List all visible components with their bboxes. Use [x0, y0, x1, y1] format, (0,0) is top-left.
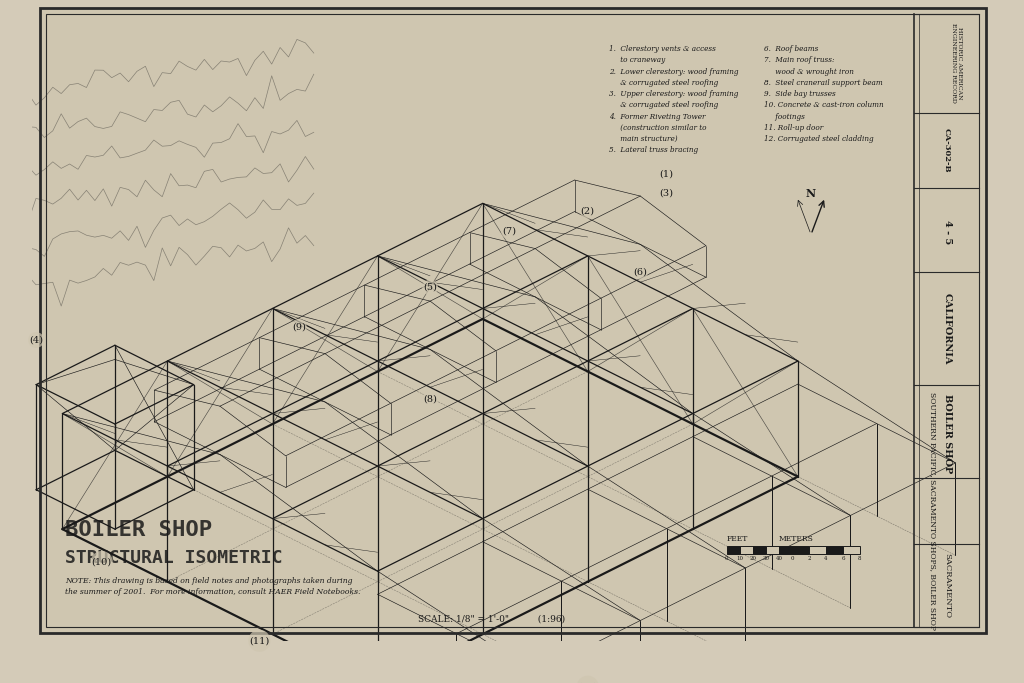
Text: 0: 0 [725, 557, 728, 561]
Text: (3): (3) [659, 189, 674, 198]
Text: 4: 4 [824, 557, 827, 561]
Bar [779, 546, 793, 553]
Text: (12): (12) [578, 682, 598, 683]
Text: 20: 20 [750, 557, 757, 561]
Text: main structure): main structure) [609, 135, 678, 143]
Text: BOILER SHOP: BOILER SHOP [66, 520, 212, 540]
Text: (8): (8) [423, 394, 437, 404]
Text: 0: 0 [791, 557, 794, 561]
Text: (construction similar to: (construction similar to [609, 124, 707, 132]
Text: FEET: FEET [727, 535, 748, 544]
Bar [766, 546, 779, 553]
Text: (10): (10) [92, 557, 112, 566]
Bar [809, 546, 826, 553]
Bar [727, 546, 739, 553]
Text: 8: 8 [858, 557, 861, 561]
Bar [753, 546, 766, 553]
Text: SCALE: 1/8" = 1'-0"          (1:96): SCALE: 1/8" = 1'-0" (1:96) [419, 615, 565, 624]
Text: N: N [806, 188, 816, 199]
Text: 5.  Lateral truss bracing: 5. Lateral truss bracing [609, 146, 698, 154]
Text: 7.  Main roof truss:: 7. Main roof truss: [764, 56, 835, 64]
Text: 40: 40 [775, 557, 782, 561]
Text: METERS: METERS [778, 535, 813, 544]
Bar [739, 546, 753, 553]
Text: 30: 30 [763, 557, 769, 561]
Text: (9): (9) [292, 322, 306, 331]
Text: 8.  Steel cranerail support beam: 8. Steel cranerail support beam [764, 79, 883, 87]
Bar [793, 546, 809, 553]
Text: wood & wrought iron: wood & wrought iron [764, 68, 854, 76]
Text: 2.  Lower clerestory: wood framing: 2. Lower clerestory: wood framing [609, 68, 738, 76]
Text: 12. Corrugated steel cladding: 12. Corrugated steel cladding [764, 135, 873, 143]
Text: SACRAMENTO: SACRAMENTO [943, 553, 951, 618]
Text: 6: 6 [841, 557, 845, 561]
Text: & corrugated steel roofing: & corrugated steel roofing [609, 101, 719, 109]
Text: (5): (5) [423, 283, 437, 292]
Text: to craneway: to craneway [609, 56, 666, 64]
Text: 6.  Roof beams: 6. Roof beams [764, 45, 818, 53]
Text: 10. Concrete & cast-iron column: 10. Concrete & cast-iron column [764, 101, 884, 109]
Text: CA-302-B: CA-302-B [943, 128, 951, 172]
Bar [826, 546, 843, 553]
Text: 11. Roll-up door: 11. Roll-up door [764, 124, 823, 132]
Text: (11): (11) [249, 637, 269, 645]
Text: (1): (1) [659, 170, 674, 179]
Text: SOUTHERN PACIFIC, SACRAMENTO SHOPS, BOILER SHOP: SOUTHERN PACIFIC, SACRAMENTO SHOPS, BOIL… [929, 392, 937, 630]
Text: (4): (4) [29, 335, 43, 344]
Text: footings: footings [764, 113, 805, 121]
Text: (7): (7) [502, 227, 516, 236]
Text: NOTE: This drawing is based on field notes and photographs taken during
the summ: NOTE: This drawing is based on field not… [66, 577, 360, 596]
Text: 3.  Upper clerestory: wood framing: 3. Upper clerestory: wood framing [609, 90, 738, 98]
Text: HISTORIC AMERICAN
ENGINEERING RECORD: HISTORIC AMERICAN ENGINEERING RECORD [950, 23, 963, 103]
Text: & corrugated steel roofing: & corrugated steel roofing [609, 79, 719, 87]
Bar [843, 546, 860, 553]
Text: 4 - 5: 4 - 5 [942, 220, 951, 244]
Text: 4.  Former Riveting Tower: 4. Former Riveting Tower [609, 113, 706, 121]
Text: 9.  Side bay trusses: 9. Side bay trusses [764, 90, 836, 98]
Text: (2): (2) [581, 206, 595, 215]
Text: CALIFORNIA: CALIFORNIA [942, 292, 951, 364]
Text: 10: 10 [736, 557, 743, 561]
Text: 2: 2 [807, 557, 811, 561]
Text: BOILER SHOP: BOILER SHOP [942, 394, 951, 473]
Text: 1.  Clerestory vents & access: 1. Clerestory vents & access [609, 45, 716, 53]
Text: STRUCTURAL ISOMETRIC: STRUCTURAL ISOMETRIC [66, 549, 283, 567]
Text: (6): (6) [633, 267, 647, 276]
